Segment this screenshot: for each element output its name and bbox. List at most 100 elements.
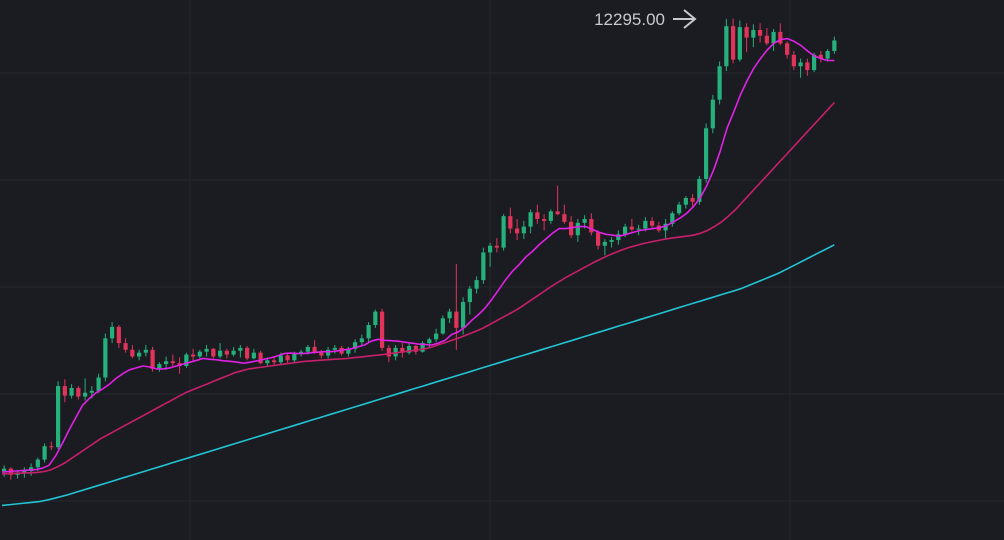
candle-down [272, 360, 277, 363]
candle-up [663, 223, 668, 231]
candle-down [116, 326, 121, 344]
candle-up [643, 220, 648, 229]
candle-up [717, 66, 722, 100]
candle-up [825, 50, 830, 59]
candle-down [785, 43, 790, 55]
candle-up [737, 27, 742, 60]
candle-up [69, 387, 74, 396]
candle-up [832, 40, 837, 51]
candle-up [677, 204, 682, 214]
candle-up [218, 350, 223, 357]
candle-up [697, 178, 702, 202]
candle-up [238, 347, 243, 351]
candle-up [35, 459, 40, 468]
candle-up [204, 348, 209, 352]
candle-down [400, 347, 405, 353]
candle-down [224, 350, 229, 355]
candle-up [278, 355, 283, 363]
candle-down [312, 346, 317, 353]
moving-average-line [1, 37, 835, 473]
candle-down [542, 219, 547, 221]
candle-up [751, 29, 756, 38]
candle-down [49, 446, 54, 448]
candle-up [771, 31, 776, 44]
candle-up [299, 351, 304, 354]
candle-up [447, 311, 452, 319]
candle-up [305, 346, 310, 352]
candle-down [690, 198, 695, 202]
candle-up [110, 326, 115, 339]
candle-up [15, 473, 20, 475]
candle-down [818, 54, 823, 59]
high-price-marker: 12295.00 [594, 9, 697, 29]
candle-up [636, 228, 641, 230]
moving-averages [1, 37, 835, 507]
candle-down [285, 355, 290, 361]
candle-up [184, 354, 189, 367]
candle-up [56, 386, 61, 448]
candle-down [562, 214, 567, 222]
candle-up [137, 352, 142, 357]
candle-up [488, 245, 493, 253]
candle-up [346, 348, 351, 354]
high-price-label: 12295.00 [594, 10, 665, 29]
candle-up [812, 54, 817, 71]
candle-down [744, 27, 749, 38]
candle-down [508, 216, 513, 229]
candle-up [164, 361, 169, 365]
candle-up [22, 471, 27, 474]
candle-down [596, 232, 601, 246]
candle-up [683, 198, 688, 205]
candle-up [96, 377, 101, 391]
candle-up [407, 345, 412, 353]
candle-up [798, 62, 803, 67]
candle-up [461, 302, 466, 328]
candle-down [494, 245, 499, 248]
candle-down [123, 343, 128, 350]
candle-up [440, 318, 445, 334]
candle-up [326, 349, 331, 356]
candle-up [292, 353, 297, 361]
candle-up [528, 212, 533, 227]
candle-up [427, 339, 432, 344]
candle-up [420, 343, 425, 352]
candle-down [76, 387, 81, 397]
candle-up [521, 226, 526, 234]
candle-down [380, 311, 385, 348]
candle-up [353, 342, 358, 349]
candle-up [724, 26, 729, 67]
candle-up [373, 311, 378, 325]
right-arrow-icon [673, 9, 697, 29]
candle-up [434, 333, 439, 340]
candle-up [501, 216, 506, 248]
candle-up [481, 252, 486, 281]
candle-up [623, 226, 628, 235]
candle-down [758, 29, 763, 36]
candle-down [245, 347, 250, 359]
candle-down [629, 226, 634, 230]
candle-down [454, 311, 459, 328]
candle-down [130, 349, 135, 357]
candle-down [62, 386, 67, 396]
candle-up [582, 219, 587, 223]
candle-up [616, 234, 621, 241]
candle-down [778, 31, 783, 44]
candle-up [143, 349, 148, 353]
candle-down [515, 228, 520, 234]
candle-down [150, 349, 155, 369]
candle-up [157, 364, 162, 369]
candle-up [704, 128, 709, 179]
candle-down [170, 361, 175, 364]
candle-up [42, 446, 47, 460]
candle-down [555, 211, 560, 215]
candle-up [575, 222, 580, 236]
candle-down [589, 219, 594, 233]
candle-up [474, 280, 479, 289]
candle-down [791, 54, 796, 67]
candle-down [413, 345, 418, 352]
moving-average-line [1, 101, 835, 475]
candle-down [319, 352, 324, 356]
candle-up [332, 347, 337, 350]
